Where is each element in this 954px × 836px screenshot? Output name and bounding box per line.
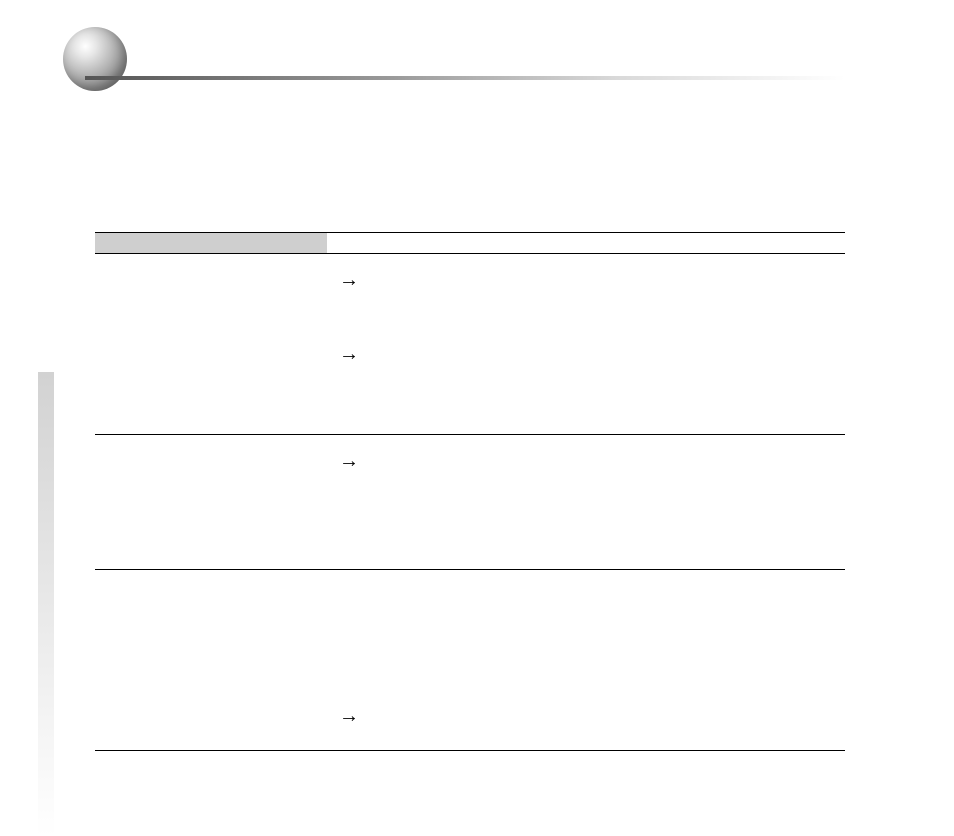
- action-cell: →: [327, 435, 845, 569]
- action-cell: →: [327, 570, 845, 750]
- action-line: →: [339, 270, 833, 290]
- arrow-icon: →: [339, 451, 363, 471]
- header-gradient-line: [85, 76, 845, 80]
- action-line: [339, 525, 833, 543]
- action-line: →: [339, 451, 833, 471]
- action-line: [339, 370, 833, 388]
- problem-cell: [95, 254, 327, 434]
- action-line: [339, 296, 833, 314]
- arrow-icon: →: [339, 344, 363, 364]
- table-header-problem: [95, 233, 327, 253]
- table-row: →: [95, 570, 845, 750]
- action-line: →: [339, 344, 833, 364]
- table-header-row: [95, 232, 845, 254]
- action-line: [339, 320, 833, 338]
- arrow-icon: →: [339, 706, 363, 726]
- table-row: →: [95, 435, 845, 570]
- action-line: [339, 682, 833, 700]
- page: → → → →: [0, 0, 954, 836]
- arrow-icon: →: [339, 270, 363, 290]
- action-line: [339, 610, 833, 628]
- side-gradient: [38, 372, 54, 836]
- action-line: [339, 658, 833, 676]
- problem-cell: [95, 435, 327, 569]
- sphere-decoration: [63, 27, 127, 91]
- problem-cell: [95, 570, 327, 750]
- troubleshooting-table: → → → →: [95, 232, 845, 751]
- table-bottom-border: [95, 750, 845, 751]
- action-line: [339, 501, 833, 519]
- action-line: [339, 586, 833, 604]
- action-cell: → →: [327, 254, 845, 434]
- table-row: → →: [95, 254, 845, 435]
- action-line: →: [339, 706, 833, 726]
- action-line: [339, 634, 833, 652]
- action-line: [339, 477, 833, 495]
- table-header-action: [327, 233, 845, 253]
